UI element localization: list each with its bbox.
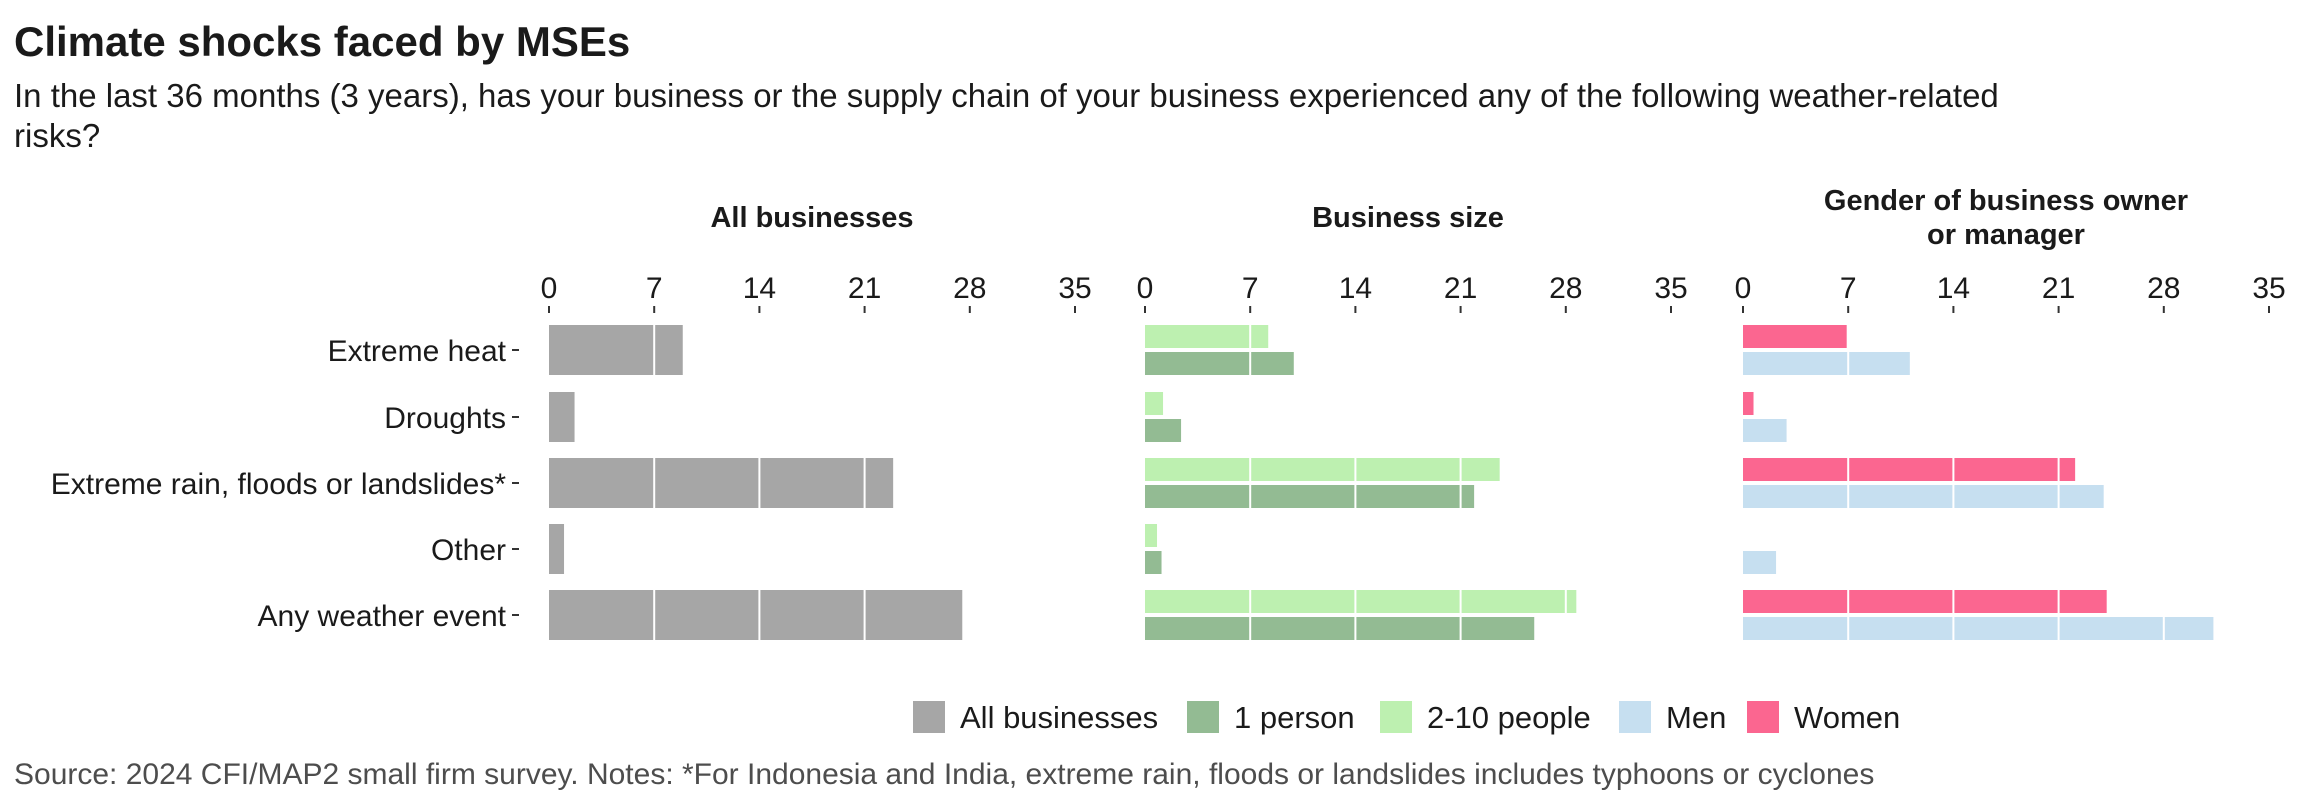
- x-tick-label-business-size-0: 0: [1137, 272, 1154, 305]
- bar-business-size-2-10-people-extreme-heat: [1145, 325, 1269, 348]
- bar-gender-of-business-owner-or-manager-men-extreme-rain-floods-or-landslides: [1743, 485, 2104, 508]
- x-tick-label-business-size-21: 21: [1444, 272, 1477, 305]
- bar-all-businesses-all-businesses-droughts: [549, 392, 575, 442]
- bar-all-businesses-all-businesses-extreme-heat: [549, 325, 683, 375]
- bar-business-size-2-10-people-any-weather-event: [1145, 590, 1577, 613]
- bar-gender-of-business-owner-or-manager-women-extreme-rain-floods-or-landslides: [1743, 458, 2076, 481]
- legend-swatch-2-10-people: [1380, 701, 1412, 733]
- legend-label-women: Women: [1794, 700, 1900, 735]
- x-tick-label-gender-of-business-owner-or-manager-7: 7: [1840, 272, 1857, 305]
- bar-business-size-1-person-extreme-heat: [1145, 352, 1294, 375]
- panel-title-gender-of-business-owner-or-manager: Gender of business owner or manager: [1824, 185, 2188, 251]
- x-tick-label-gender-of-business-owner-or-manager-14: 14: [1937, 272, 1970, 305]
- bar-business-size-1-person-other: [1145, 551, 1162, 574]
- bar-all-businesses-all-businesses-extreme-rain-floods-or-landslides: [549, 458, 894, 508]
- x-tick-label-all-businesses-35: 35: [1058, 272, 1091, 305]
- x-tick-label-gender-of-business-owner-or-manager-35: 35: [2252, 272, 2285, 305]
- x-tick-label-all-businesses-14: 14: [743, 272, 776, 305]
- category-label-droughts: Droughts: [384, 402, 506, 435]
- legend-swatch-1-person: [1187, 701, 1219, 733]
- x-tick-label-gender-of-business-owner-or-manager-0: 0: [1735, 272, 1752, 305]
- chart-subtitle: In the last 36 months (3 years), has you…: [14, 77, 1999, 154]
- bar-gender-of-business-owner-or-manager-women-extreme-heat: [1743, 325, 1847, 348]
- bar-business-size-2-10-people-extreme-rain-floods-or-landslides: [1145, 458, 1500, 481]
- x-tick-label-gender-of-business-owner-or-manager-28: 28: [2147, 272, 2180, 305]
- panel-title-all-businesses: All businesses: [710, 202, 913, 234]
- bar-business-size-1-person-droughts: [1145, 419, 1182, 442]
- bar-gender-of-business-owner-or-manager-women-droughts: [1743, 392, 1754, 415]
- bar-business-size-2-10-people-other: [1145, 524, 1158, 547]
- bar-gender-of-business-owner-or-manager-men-droughts: [1743, 419, 1787, 442]
- x-tick-label-business-size-35: 35: [1654, 272, 1687, 305]
- bar-gender-of-business-owner-or-manager-men-extreme-heat: [1743, 352, 1910, 375]
- x-tick-label-all-businesses-28: 28: [953, 272, 986, 305]
- bar-all-businesses-all-businesses-other: [549, 524, 565, 574]
- x-tick-label-all-businesses-21: 21: [848, 272, 881, 305]
- legend-label-men: Men: [1666, 700, 1726, 735]
- x-tick-label-business-size-7: 7: [1242, 272, 1259, 305]
- legend-swatch-men: [1619, 701, 1651, 733]
- category-label-any-weather-event: Any weather event: [258, 600, 507, 633]
- bar-all-businesses-all-businesses-any-weather-event: [549, 590, 963, 640]
- x-tick-label-business-size-28: 28: [1549, 272, 1582, 305]
- category-label-extreme-rain-floods-or-landslides: Extreme rain, floods or landslides*: [51, 468, 507, 501]
- chart-title: Climate shocks faced by MSEs: [14, 18, 631, 65]
- legend-label-all-businesses: All businesses: [960, 700, 1158, 735]
- x-tick-label-all-businesses-0: 0: [541, 272, 558, 305]
- legend-label-2-10-people: 2-10 people: [1427, 700, 1591, 735]
- bar-gender-of-business-owner-or-manager-women-any-weather-event: [1743, 590, 2107, 613]
- x-tick-label-business-size-14: 14: [1339, 272, 1372, 305]
- legend-swatch-women: [1747, 701, 1779, 733]
- legend-label-1-person: 1 person: [1234, 700, 1355, 735]
- x-tick-label-gender-of-business-owner-or-manager-21: 21: [2042, 272, 2075, 305]
- bar-gender-of-business-owner-or-manager-men-other: [1743, 551, 1777, 574]
- category-label-extreme-heat: Extreme heat: [328, 335, 507, 368]
- chart-caption: Source: 2024 CFI/MAP2 small firm survey.…: [14, 758, 1875, 791]
- bar-business-size-1-person-any-weather-event: [1145, 617, 1535, 640]
- legend-swatch-all-businesses: [913, 701, 945, 733]
- x-tick-label-all-businesses-7: 7: [646, 272, 663, 305]
- panel-title-business-size: Business size: [1312, 202, 1504, 234]
- category-label-other: Other: [431, 534, 506, 567]
- bar-business-size-1-person-extreme-rain-floods-or-landslides: [1145, 485, 1475, 508]
- bar-business-size-2-10-people-droughts: [1145, 392, 1164, 415]
- bar-gender-of-business-owner-or-manager-men-any-weather-event: [1743, 617, 2214, 640]
